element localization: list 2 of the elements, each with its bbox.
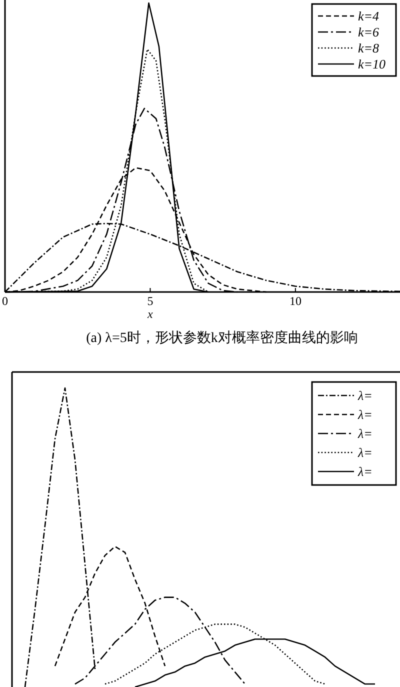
title: (a) λ=5时，形状参数k对概率密度曲线的影响 bbox=[86, 331, 358, 346]
xlabel: x bbox=[148, 307, 153, 321]
